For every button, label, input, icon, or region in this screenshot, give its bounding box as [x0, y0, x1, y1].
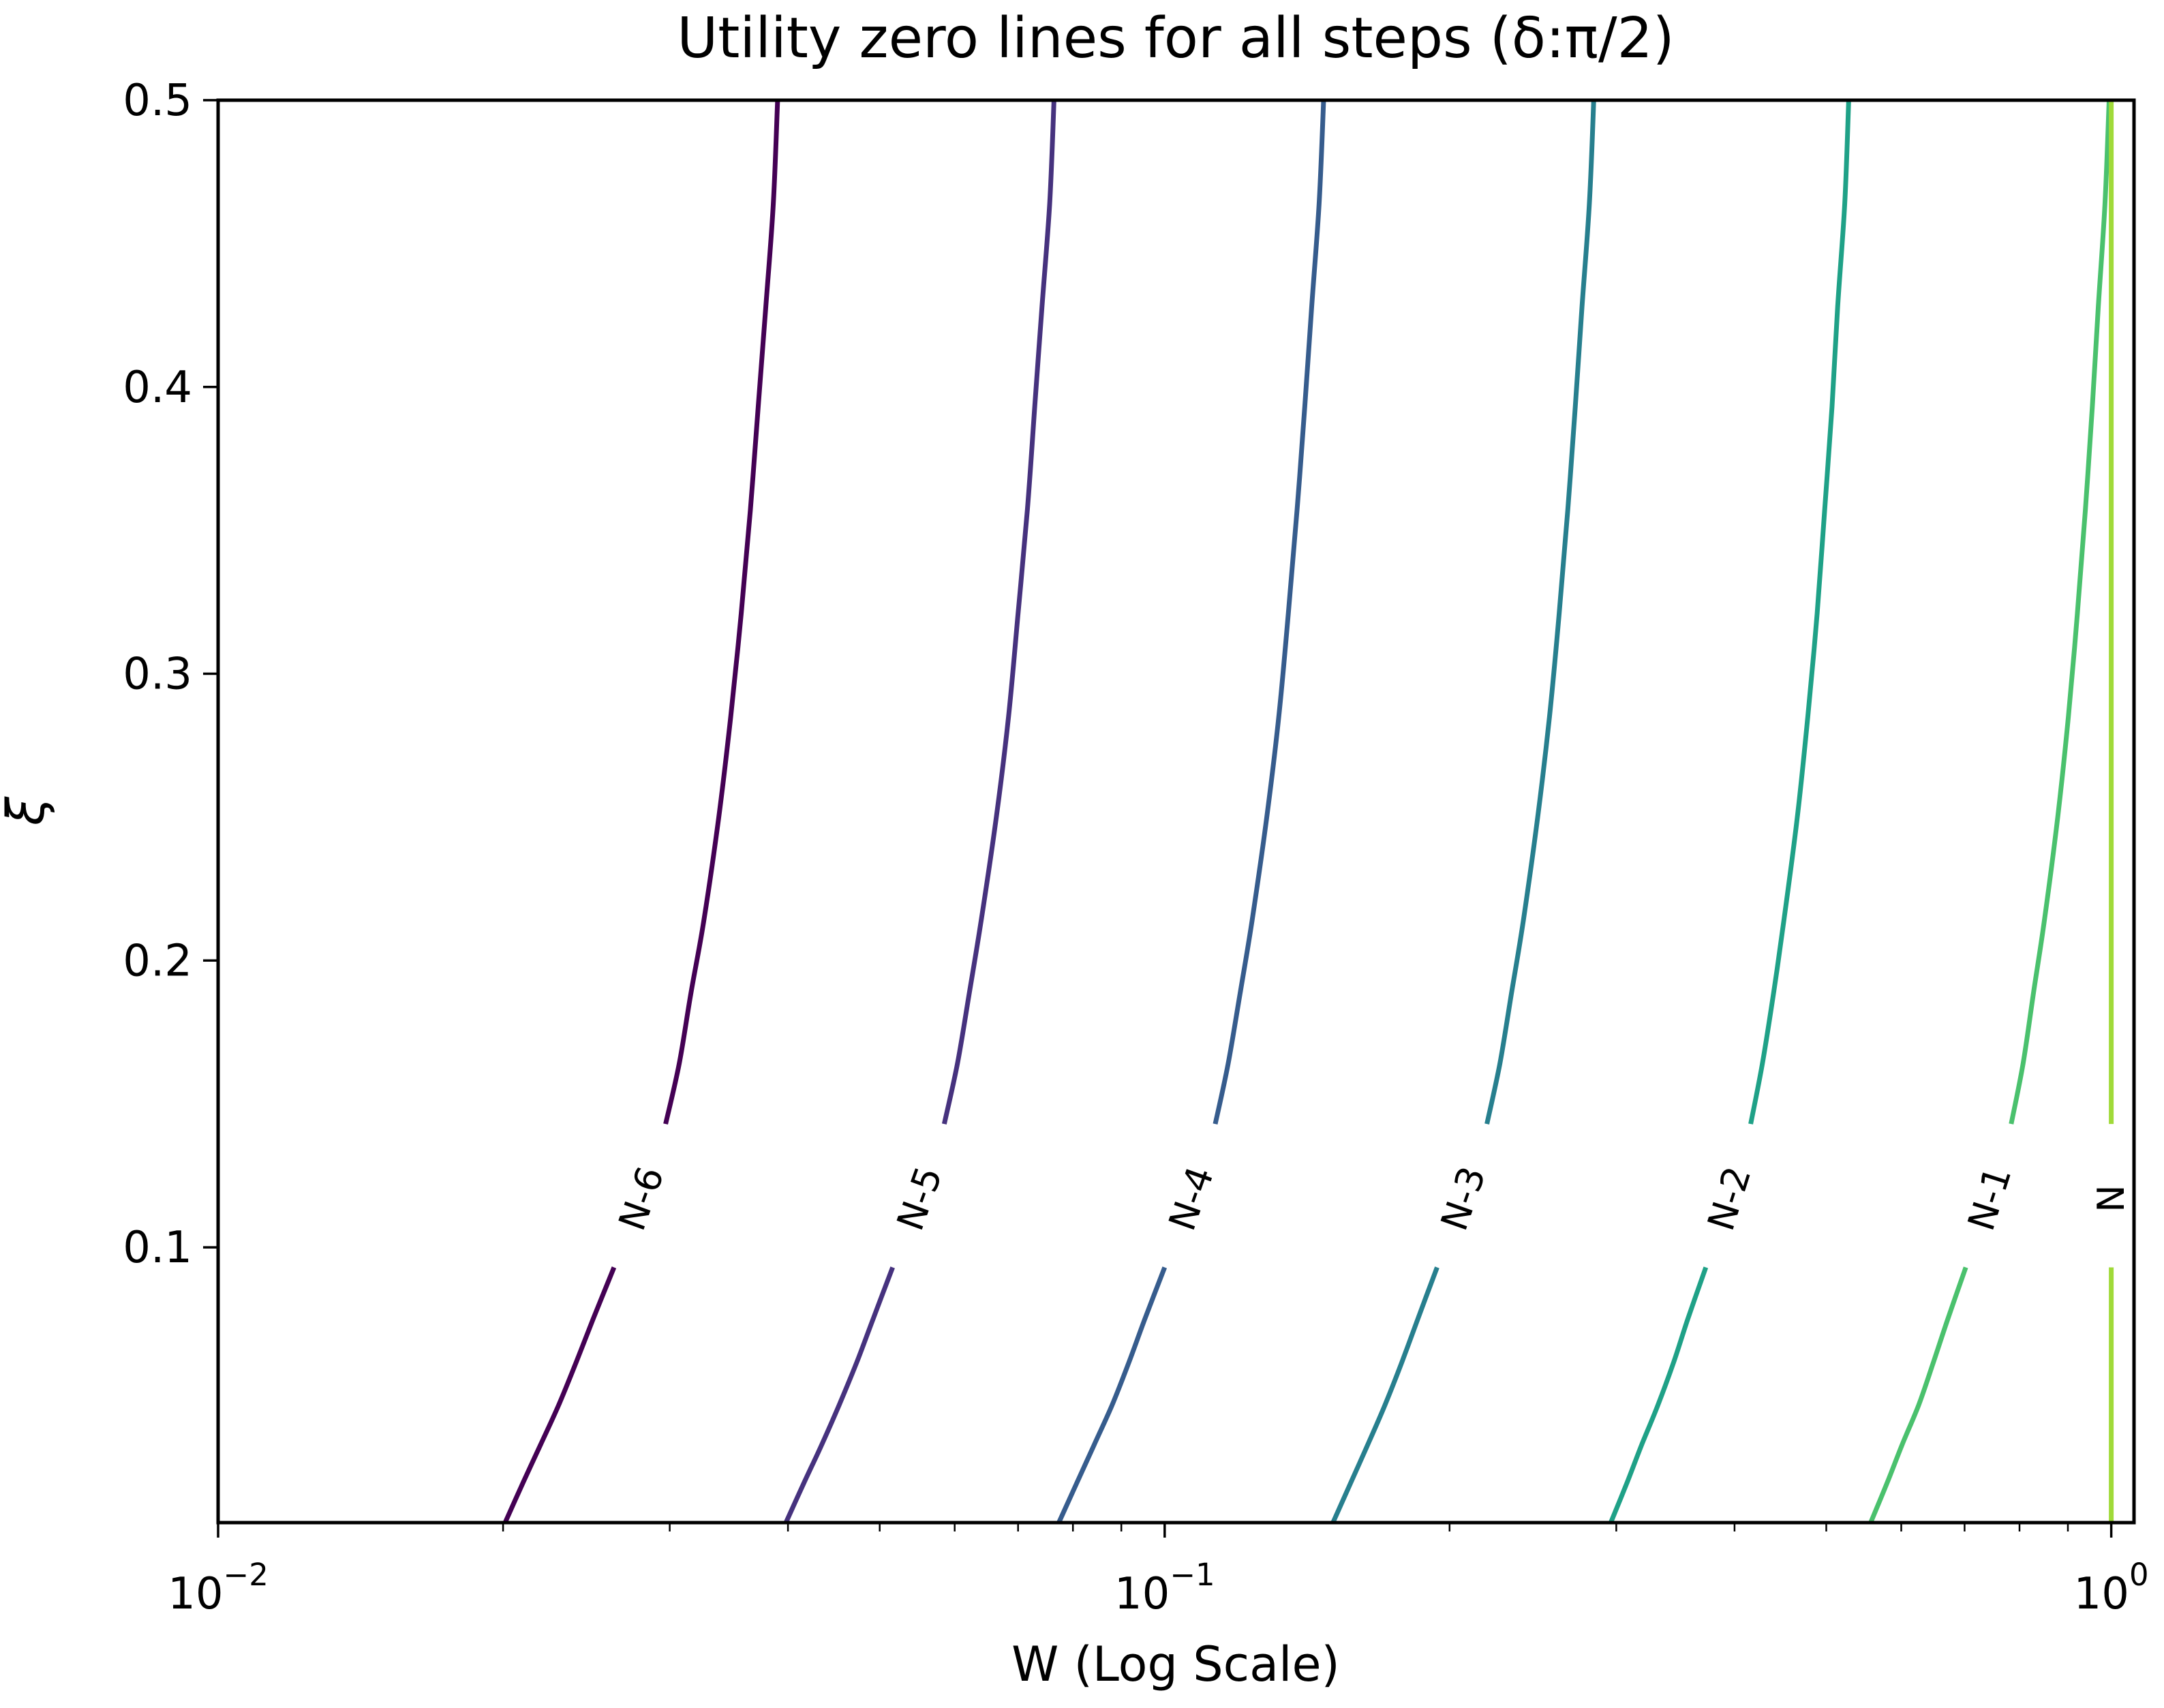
contour-line-N-4-upper — [1213, 100, 1326, 1125]
y-tick-label: 0.2 — [123, 936, 192, 986]
x-axis-label: W (Log Scale) — [1011, 1636, 1340, 1692]
contour-label-N-5: N-5 — [889, 1161, 951, 1236]
contour-label-N-6: N-6 — [610, 1161, 672, 1236]
contour-line-N-6-lower — [502, 1266, 617, 1524]
contour-line-N-3-upper — [1484, 100, 1596, 1125]
tick-labels-layer: 10−2 10−1 100 0.1 0.2 0.3 0.4 0.5 — [123, 76, 2148, 1619]
contour-label-N-2: N-2 — [1699, 1161, 1759, 1236]
contour-label-N-4: N-4 — [1161, 1161, 1223, 1236]
contour-line-N-5-upper — [941, 100, 1056, 1125]
contour-line-N-4-lower — [1056, 1266, 1168, 1524]
contour-label-N-1: N-1 — [1960, 1161, 2020, 1236]
contour-line-N-2-upper — [1748, 100, 1851, 1125]
chart-title: Utility zero lines for all steps (δ:π/2) — [677, 6, 1674, 71]
y-tick-label: 0.4 — [123, 363, 192, 413]
x-tick-label: 10−1 — [1114, 1557, 1215, 1619]
contour-line-N-2-lower — [1609, 1266, 1709, 1524]
y-tick-label: 0.1 — [123, 1223, 192, 1273]
contour-line-N-3-lower — [1330, 1266, 1439, 1524]
contour-lines-layer — [502, 100, 2114, 1524]
x-tick-label: 100 — [2074, 1557, 2149, 1619]
ticks-layer — [203, 99, 2113, 1538]
plot-frame — [216, 98, 2136, 1525]
contour-label-N-3: N-3 — [1433, 1161, 1494, 1236]
contour-label-N: N — [2090, 1185, 2133, 1212]
contour-line-N-1-upper — [2009, 100, 2112, 1125]
contour-labels-layer: N-6 N-5 N-4 N-3 N-2 N-1 N — [610, 1161, 2133, 1236]
y-tick-label: 0.3 — [123, 650, 192, 700]
contour-line-N-5-lower — [783, 1266, 895, 1524]
x-tick-label: 10−2 — [168, 1557, 269, 1619]
contour-line-N-1-lower — [1868, 1266, 1968, 1524]
contour-line-N-6-upper — [663, 100, 780, 1125]
y-axis-label: ξ — [0, 796, 56, 826]
y-tick-label: 0.5 — [123, 76, 192, 126]
